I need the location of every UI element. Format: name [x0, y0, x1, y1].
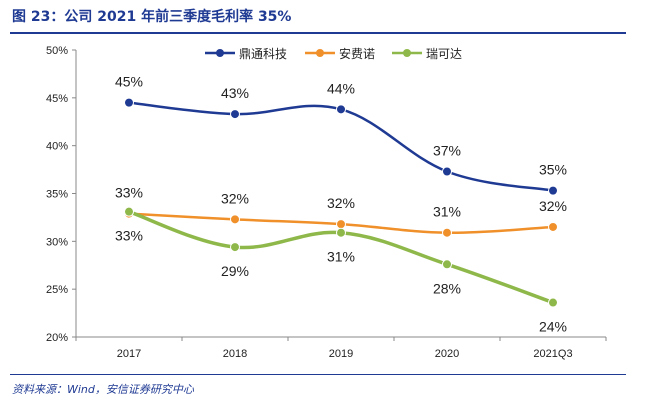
y-tick-label: 25%	[46, 284, 68, 296]
data-point	[336, 227, 346, 238]
source-note: 资料来源：Wind，安信证券研究中心	[12, 383, 194, 396]
x-tick-label: 2018	[223, 348, 247, 360]
data-label: 33%	[115, 185, 143, 201]
data-label: 24%	[539, 319, 567, 335]
data-point	[230, 242, 240, 253]
y-tick-label: 30%	[46, 236, 68, 248]
x-tick-label: 2019	[329, 348, 353, 360]
data-point	[442, 166, 452, 177]
y-tick-label: 50%	[46, 45, 68, 57]
data-point	[230, 109, 240, 120]
data-label: 33%	[115, 228, 143, 244]
data-point	[548, 297, 558, 308]
data-label: 32%	[327, 195, 355, 211]
legend-swatch-marker	[216, 49, 224, 57]
data-label: 29%	[221, 263, 249, 279]
y-tick-label: 45%	[46, 93, 68, 105]
x-tick-label: 2017	[117, 348, 141, 360]
chart-title: 图 23：公司 2021 年前三季度毛利率 35%	[12, 9, 292, 25]
data-point	[442, 227, 452, 238]
data-point	[336, 219, 346, 230]
data-point	[124, 97, 134, 108]
data-point	[548, 185, 558, 196]
chart-axes: 20% 25% 30% 35% 40% 45% 50% 2017 2018 2019 2020 202…	[46, 45, 607, 360]
x-tick-label: 2020	[435, 348, 459, 360]
legend-label: 安费诺	[339, 46, 375, 61]
data-label: 37%	[433, 142, 461, 158]
data-label: 28%	[433, 280, 461, 296]
data-label: 32%	[539, 198, 567, 214]
chart-legend: 鼎通科技 安费诺 瑞可达	[205, 46, 462, 61]
series-line-0	[128, 101, 554, 192]
data-point	[230, 214, 240, 225]
data-label: 44%	[327, 80, 355, 96]
y-tick-label: 20%	[46, 332, 68, 344]
data-label: 45%	[115, 74, 143, 90]
data-label: 31%	[327, 249, 355, 265]
data-label: 31%	[433, 204, 461, 220]
data-label: 43%	[221, 85, 249, 101]
data-point	[548, 221, 558, 232]
title-divider	[10, 32, 626, 34]
legend-label: 鼎通科技	[239, 47, 287, 61]
source-divider	[10, 374, 626, 375]
chart-data-labels: 45% 43% 44% 37% 35% 33% 32% 32% 31% 32% 33% 29% 31% 2…	[115, 74, 567, 335]
legend-swatch-marker	[403, 49, 411, 57]
chart-series-lines	[124, 97, 558, 308]
data-point	[124, 206, 134, 217]
data-point	[442, 259, 452, 270]
data-label: 32%	[221, 190, 249, 206]
legend-swatch-marker	[316, 49, 324, 57]
data-point	[336, 104, 346, 115]
x-tick-label: 2021Q3	[533, 348, 572, 360]
y-tick-label: 40%	[46, 141, 68, 153]
y-tick-label: 35%	[46, 189, 68, 201]
legend-label: 瑞可达	[426, 47, 462, 61]
data-label: 35%	[539, 162, 567, 178]
